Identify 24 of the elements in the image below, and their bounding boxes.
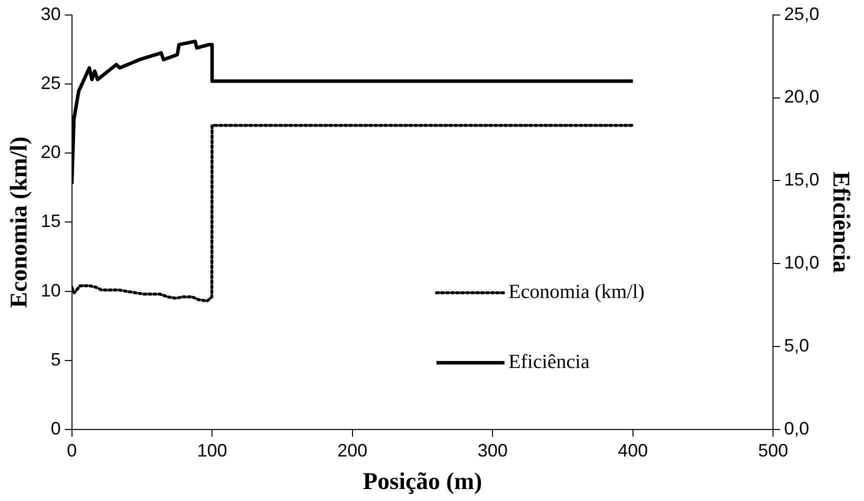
y-axis-title: Economia (km/l) bbox=[6, 136, 33, 308]
x-tick-label: 400 bbox=[618, 440, 648, 460]
y2-axis-title: Eficiência bbox=[827, 172, 854, 273]
y2-tick-label: 20,0 bbox=[784, 86, 820, 107]
y-tick-label: 25 bbox=[40, 72, 61, 93]
x-tick-label: 0 bbox=[66, 440, 77, 460]
x-tick-label: 200 bbox=[337, 440, 368, 460]
x-tick-label: 500 bbox=[758, 440, 788, 460]
x-axis-title: Posição (m) bbox=[362, 468, 482, 495]
legend-label: Economia (km/l) bbox=[508, 280, 645, 303]
y2-tick-label: 5,0 bbox=[784, 336, 810, 356]
y-tick-label: 10 bbox=[40, 280, 61, 300]
x-tick-label: 100 bbox=[197, 440, 228, 460]
y-tick-label: 20 bbox=[40, 142, 61, 162]
legend-label: Eficiência bbox=[508, 350, 590, 373]
y2-tick-label: 10,0 bbox=[784, 252, 820, 273]
y2-tick-label: 15,0 bbox=[784, 170, 820, 190]
y-tick-label: 0 bbox=[50, 418, 61, 439]
y-tick-label: 5 bbox=[50, 349, 61, 370]
y-tick-label: 30 bbox=[40, 4, 61, 24]
y2-tick-label: 25,0 bbox=[784, 4, 820, 24]
x-tick-label: 300 bbox=[478, 440, 508, 460]
y-tick-label: 15 bbox=[40, 211, 61, 232]
y2-tick-label: 0,0 bbox=[784, 418, 810, 439]
